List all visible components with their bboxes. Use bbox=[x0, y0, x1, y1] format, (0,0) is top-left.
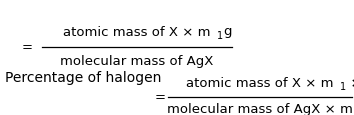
Text: molecular mass of AgX: molecular mass of AgX bbox=[60, 55, 214, 68]
Text: atomic mass of X × m: atomic mass of X × m bbox=[63, 25, 211, 38]
Text: atomic mass of X × m: atomic mass of X × m bbox=[186, 77, 334, 90]
Text: 1: 1 bbox=[217, 31, 223, 41]
Text: 1: 1 bbox=[340, 81, 346, 91]
Text: ×100: ×100 bbox=[346, 77, 354, 90]
Text: molecular mass of AgX × m: molecular mass of AgX × m bbox=[167, 103, 353, 115]
Text: Percentage of halogen: Percentage of halogen bbox=[5, 70, 161, 84]
Text: g: g bbox=[223, 25, 232, 38]
Text: =: = bbox=[154, 91, 166, 104]
Text: =: = bbox=[22, 41, 33, 54]
